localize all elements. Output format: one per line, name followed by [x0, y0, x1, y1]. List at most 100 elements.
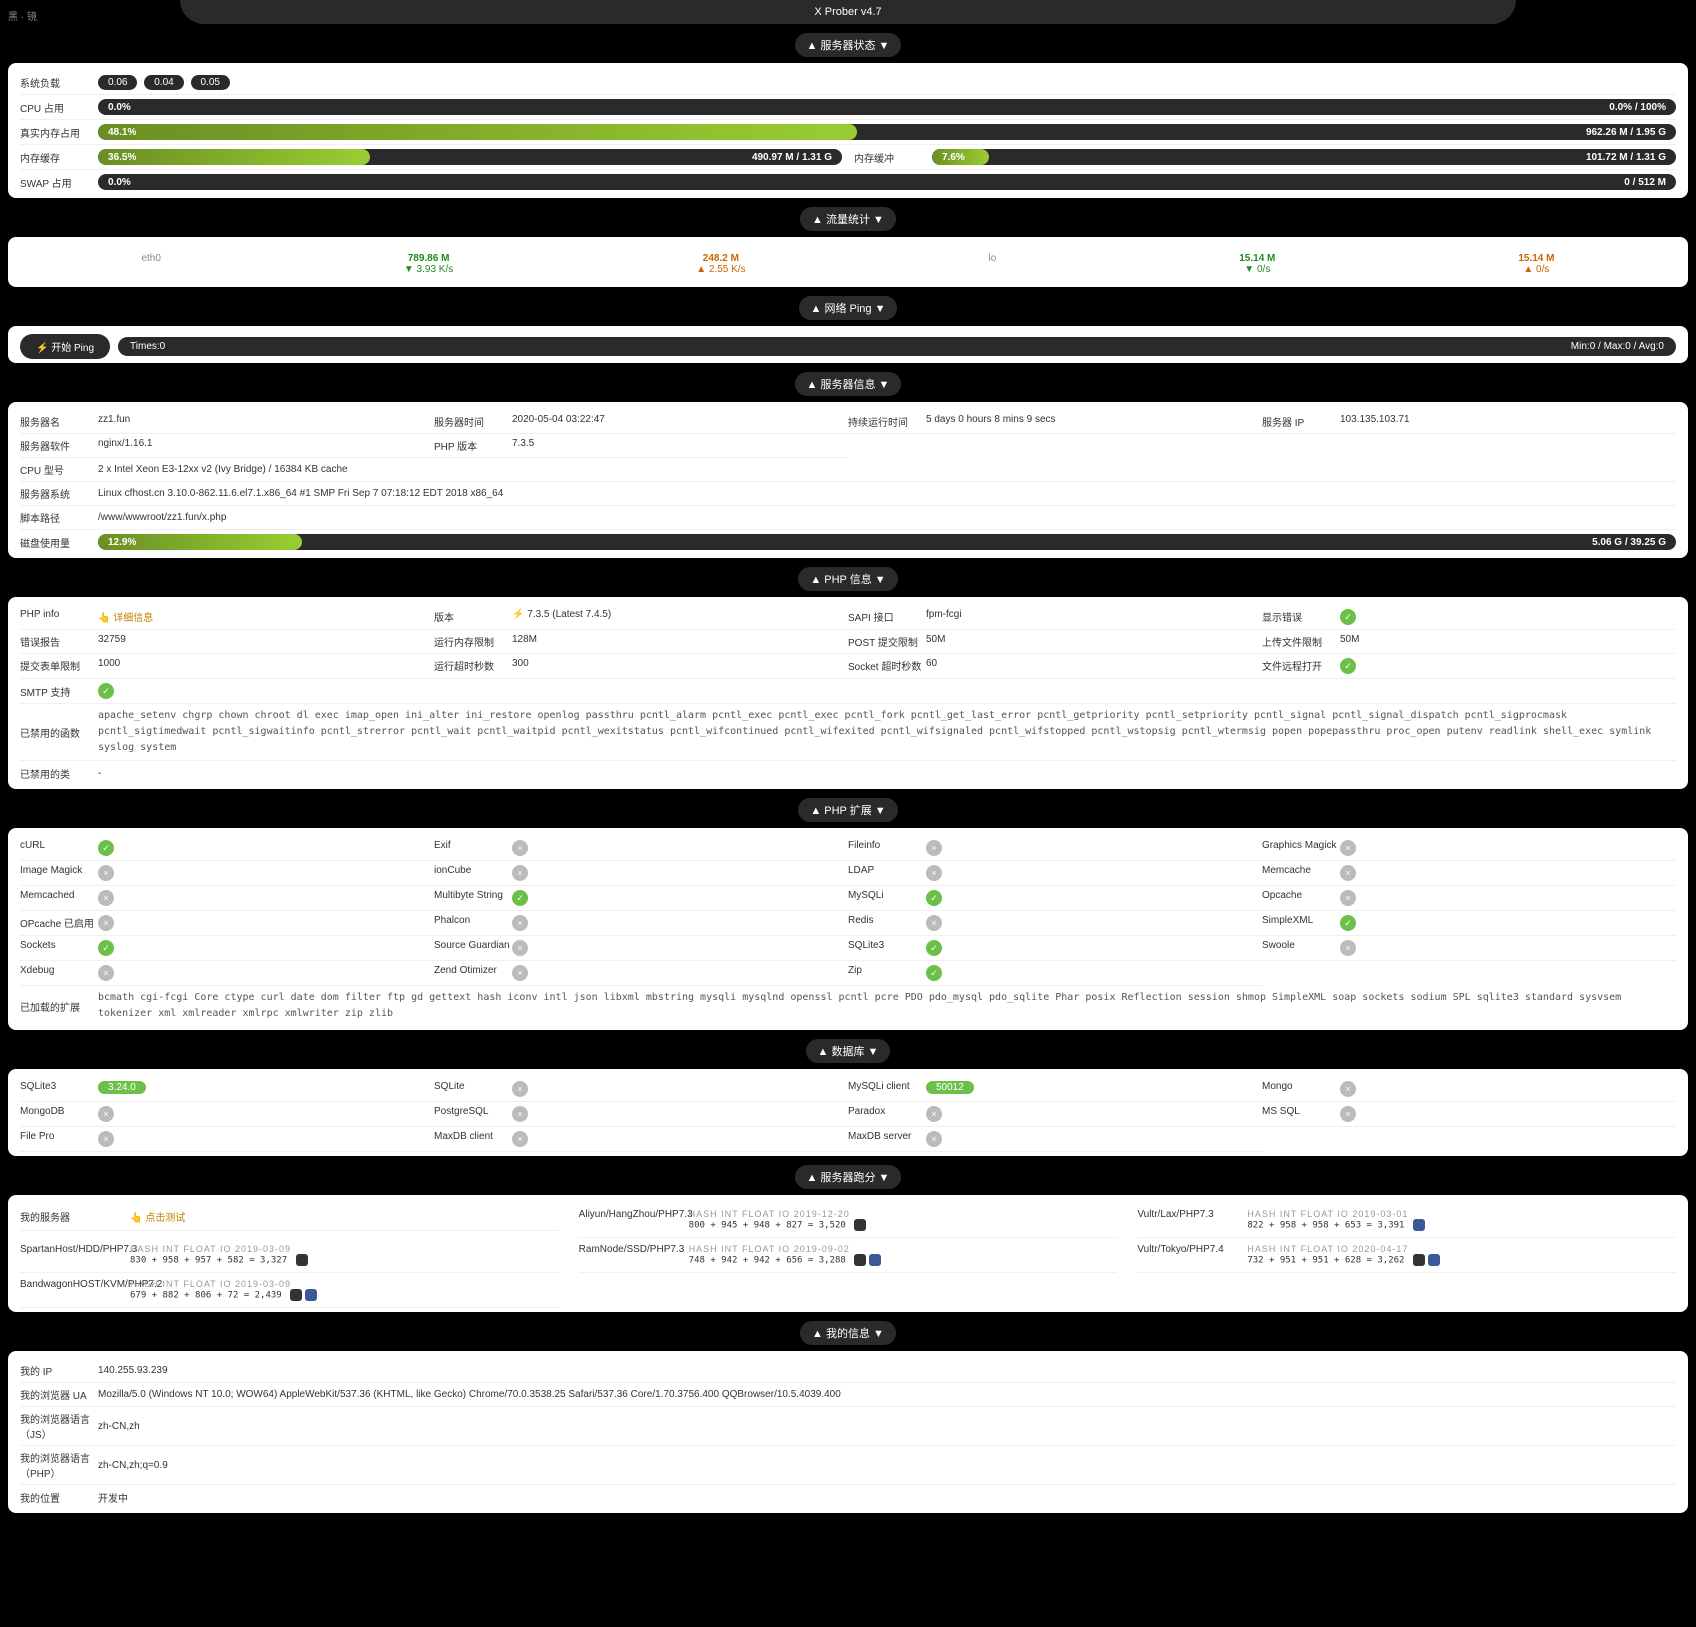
cell-label: MaxDB client [434, 1131, 512, 1147]
cell-label: MaxDB server [848, 1131, 926, 1147]
cpu-model-value: 2 x Intel Xeon E3-12xx v2 (Ivy Bridge) /… [98, 464, 1676, 475]
script-value: /www/wwwroot/zz1.fun/x.php [98, 512, 1676, 523]
cell-value: 1000 [98, 658, 120, 669]
bench-value: 732 + 951 + 951 + 628 = 3,262 [1247, 1254, 1676, 1266]
cell-label: Xdebug [20, 965, 98, 981]
bench-icon [1428, 1254, 1440, 1266]
cell-label: PHP 版本 [434, 438, 512, 453]
cell-label: SQLite [434, 1081, 512, 1097]
cell-value: nginx/1.16.1 [98, 438, 153, 449]
traffic-header[interactable]: ▲ 流量统计 ▼ [800, 207, 896, 231]
cell-value: 128M [512, 634, 537, 645]
cell-value: ⚡ 7.3.5 (Latest 7.4.5) [512, 609, 611, 620]
bench-label: Aliyun/HangZhou/PHP7.3 [579, 1209, 689, 1231]
disabled-fn-label: 已禁用的函数 [20, 725, 98, 740]
bench-icon [1413, 1254, 1425, 1266]
ext-header[interactable]: ▲ PHP 扩展 ▼ [798, 798, 897, 822]
my-value: zh-CN,zh [98, 1421, 1676, 1432]
iface-eth0: eth0 [141, 253, 160, 264]
eth0-tx-rate: ▲ 2.55 K/s [696, 264, 745, 275]
link-text[interactable]: 👆 详细信息 [98, 613, 153, 624]
bench-header-text: HASH INT FLOAT IO 2019-09-02 [689, 1244, 1118, 1254]
no-icon: × [512, 1081, 528, 1097]
db-header[interactable]: ▲ 数据库 ▼ [806, 1039, 891, 1063]
no-icon: × [98, 965, 114, 981]
my-value: zh-CN,zh;q=0.9 [98, 1460, 1676, 1471]
no-icon: × [1340, 865, 1356, 881]
cell-label: Fileinfo [848, 840, 926, 856]
disabled-cls-value: - [98, 768, 1676, 779]
version-pill: 50012 [926, 1081, 974, 1094]
cell-value: 50M [926, 634, 945, 645]
bench-icon [290, 1289, 302, 1301]
my-server-label: 我的服务器 [20, 1209, 130, 1224]
no-icon: × [512, 915, 528, 931]
load-1: 0.06 [98, 75, 137, 90]
cell-label: File Pro [20, 1131, 98, 1147]
eth0-rx-rate: ▼ 3.93 K/s [404, 264, 453, 275]
bench-value: 822 + 958 + 958 + 653 = 3,391 [1247, 1219, 1676, 1231]
traffic-section: eth0 789.86 M▼ 3.93 K/s 248.2 M▲ 2.55 K/… [8, 237, 1688, 287]
no-icon: × [926, 915, 942, 931]
swap-bar: 0.0%0 / 512 M [98, 174, 1676, 190]
disk-label: 磁盘使用量 [20, 535, 98, 550]
status-header[interactable]: ▲ 服务器状态 ▼ [795, 33, 902, 57]
cell-label: 服务器时间 [434, 414, 512, 429]
no-icon: × [926, 1131, 942, 1147]
my-header[interactable]: ▲ 我的信息 ▼ [800, 1321, 896, 1345]
cell-value: 32759 [98, 634, 126, 645]
ping-stat-bar: Times:0Min:0 / Max:0 / Avg:0 [118, 337, 1676, 356]
my-label: 我的 IP [20, 1363, 98, 1378]
php-section: PHP info👆 详细信息版本⚡ 7.3.5 (Latest 7.4.5)SA… [8, 597, 1688, 789]
cell-label: MySQLi client [848, 1081, 926, 1097]
no-icon: × [926, 840, 942, 856]
db-section: SQLite33.24.0SQLite×MySQLi client50012Mo… [8, 1069, 1688, 1156]
no-icon: × [512, 940, 528, 956]
load-2: 0.04 [144, 75, 183, 90]
buffer-bar: 7.6%101.72 M / 1.31 G [932, 149, 1676, 165]
cell-value: zz1.fun [98, 414, 130, 425]
bench-header[interactable]: ▲ 服务器跑分 ▼ [795, 1165, 902, 1189]
cell-label: MySQLi [848, 890, 926, 906]
cell-label: Socket 超时秒数 [848, 658, 926, 674]
my-section: 我的 IP140.255.93.239我的浏览器 UAMozilla/5.0 (… [8, 1351, 1688, 1513]
bench-icon [296, 1254, 308, 1266]
my-label: 我的浏览器 UA [20, 1387, 98, 1402]
ok-icon: ✓ [98, 840, 114, 856]
no-icon: × [98, 1131, 114, 1147]
banner: 黑 · 镜 [8, 8, 37, 23]
bench-label: BandwagonHOST/KVM/PHP7.2 [20, 1279, 130, 1301]
my-label: 我的浏览器语言（PHP） [20, 1450, 98, 1480]
cell-label: Sockets [20, 940, 98, 956]
cell-label: POST 提交限制 [848, 634, 926, 649]
server-header[interactable]: ▲ 服务器信息 ▼ [795, 372, 902, 396]
no-icon: × [926, 1106, 942, 1122]
cell-label: SQLite3 [848, 940, 926, 956]
ok-icon: ✓ [926, 965, 942, 981]
start-ping-button[interactable]: ⚡ 开始 Ping [20, 334, 110, 359]
server-section: 服务器名zz1.fun服务器时间2020-05-04 03:22:47持续运行时… [8, 402, 1688, 558]
cell-label: 上传文件限制 [1262, 634, 1340, 649]
cache-label: 内存缓存 [20, 150, 98, 165]
no-icon: × [512, 965, 528, 981]
smtp-label: SMTP 支持 [20, 684, 98, 699]
my-value: Mozilla/5.0 (Windows NT 10.0; WOW64) App… [98, 1389, 1676, 1400]
eth0-tx: 248.2 M [696, 253, 745, 264]
bench-label: Vultr/Tokyo/PHP7.4 [1137, 1244, 1247, 1266]
run-bench-button[interactable]: 👆 点击测试 [130, 1213, 185, 1224]
cell-label: Image Magick [20, 865, 98, 881]
load-label: 系统负载 [20, 75, 98, 90]
cell-label: 服务器软件 [20, 438, 98, 453]
php-header[interactable]: ▲ PHP 信息 ▼ [798, 567, 897, 591]
no-icon: × [1340, 940, 1356, 956]
bench-value: 800 + 945 + 948 + 827 = 3,520 [689, 1219, 1118, 1231]
disk-bar: 12.9%5.06 G / 39.25 G [98, 534, 1676, 550]
my-value: 140.255.93.239 [98, 1365, 1676, 1376]
load-3: 0.05 [191, 75, 230, 90]
cell-value: 60 [926, 658, 937, 669]
ping-header[interactable]: ▲ 网络 Ping ▼ [799, 296, 898, 320]
cell-label: Zip [848, 965, 926, 981]
ok-icon: ✓ [1340, 609, 1356, 625]
no-icon: × [926, 865, 942, 881]
os-value: Linux cfhost.cn 3.10.0-862.11.6.el7.1.x8… [98, 488, 1676, 499]
